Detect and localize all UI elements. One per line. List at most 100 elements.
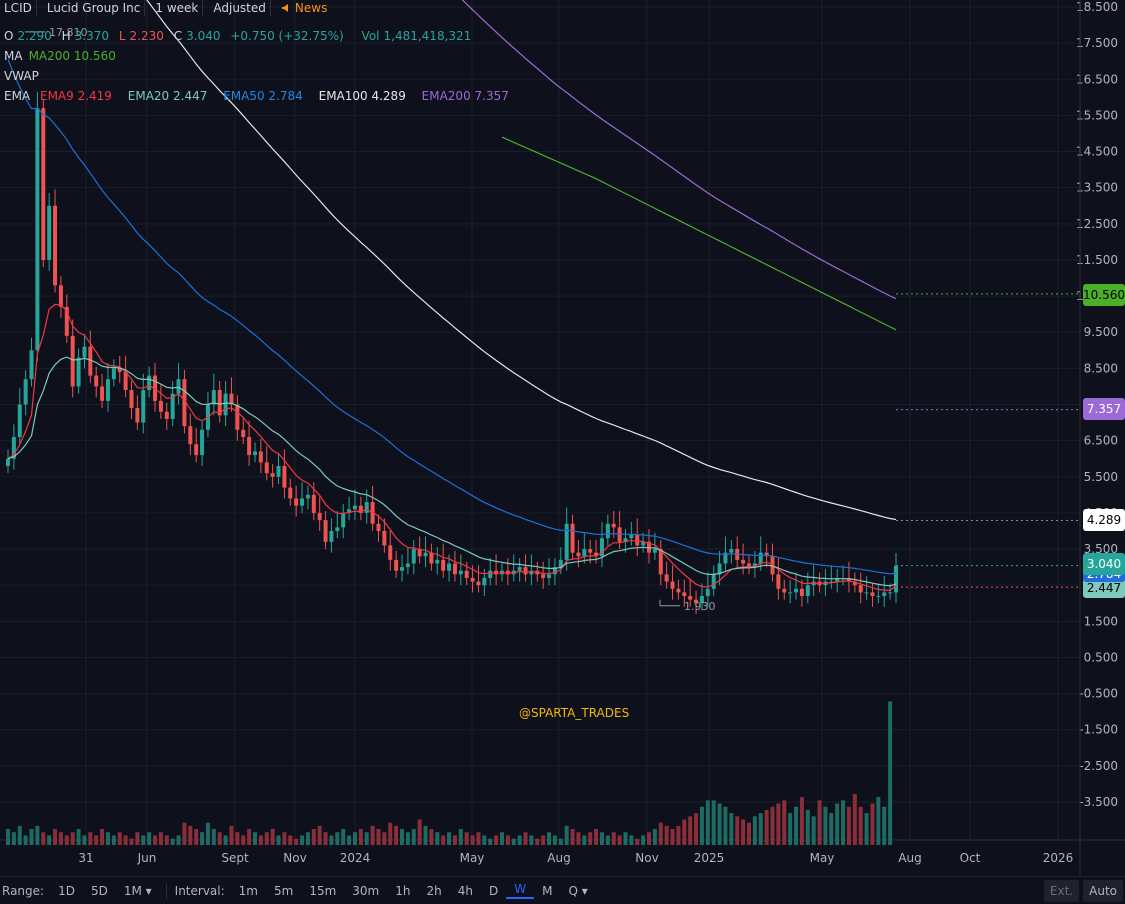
candle-body <box>623 538 628 542</box>
y-tick-label: 5.500 <box>1084 470 1118 484</box>
candle-body <box>241 429 246 438</box>
ext-toggle[interactable]: Ext. <box>1043 879 1080 902</box>
volume-bar <box>23 835 28 845</box>
interval-4h[interactable]: 4h <box>457 883 473 898</box>
adjust-label[interactable]: Adjusted <box>209 0 271 16</box>
volume-bar <box>435 832 440 845</box>
volume-bar <box>200 832 205 845</box>
ema9-value: EMA9 2.419 <box>39 89 112 103</box>
volume-bar <box>53 829 58 845</box>
candle-body <box>400 567 405 571</box>
candle-body <box>799 588 804 597</box>
y-tick-label: 6.500 <box>1084 434 1118 448</box>
volume-bar <box>576 832 581 845</box>
interval-2h[interactable]: 2h <box>426 883 442 898</box>
candle-body <box>300 498 305 506</box>
interval-q[interactable]: Q ▾ <box>568 883 588 898</box>
volume-bar <box>58 832 63 845</box>
volume-bar <box>811 816 816 845</box>
volume-bar <box>870 803 875 845</box>
candle-body <box>53 205 58 286</box>
volume-bar <box>564 825 569 845</box>
candle-body <box>788 592 793 594</box>
volume-bar <box>888 701 893 845</box>
volume-bar <box>846 806 851 845</box>
interval-label[interactable]: 1 week <box>151 0 204 16</box>
volume-bar <box>29 829 34 845</box>
candle-body <box>676 588 681 593</box>
vwap-label: VWAP <box>4 69 39 83</box>
candle-body <box>329 530 334 542</box>
volume-bar <box>182 822 187 845</box>
volume-bar <box>341 829 346 845</box>
volume-bar <box>276 835 281 845</box>
candle-body <box>305 494 310 499</box>
price-chart[interactable]: 18.500 17.500 16.500 15.500 14.500 13.500 12.5… <box>0 0 1125 876</box>
company-name: Lucid Group Inc <box>43 0 146 16</box>
volume-bar <box>241 835 246 845</box>
volume-bar <box>864 813 869 845</box>
candle-body <box>441 559 446 571</box>
x-tick-label: Aug <box>898 851 921 865</box>
volume-bar <box>511 838 516 845</box>
candle-body <box>417 549 422 557</box>
candle-body <box>88 346 93 376</box>
candle-body <box>111 368 116 380</box>
volume-bar <box>541 835 546 845</box>
interval-1m[interactable]: 1m <box>238 883 258 898</box>
volume-bar <box>370 825 375 845</box>
close-price-tag: 3.040 <box>1083 553 1125 575</box>
y-tick-label: -1.500 <box>1079 723 1118 737</box>
interval-m[interactable]: M <box>542 883 553 898</box>
range-1m[interactable]: 1M ▾ <box>123 883 152 898</box>
candle-body <box>694 599 699 604</box>
candle-body <box>629 534 634 539</box>
volume-bar <box>570 829 575 845</box>
volume-bar <box>88 832 93 845</box>
candle-body <box>70 335 75 387</box>
candle-body <box>452 563 457 575</box>
ema-label: EMA <box>4 89 31 103</box>
interval-15m[interactable]: 15m <box>309 883 337 898</box>
range-label: Range: <box>2 883 45 898</box>
candle-body <box>264 462 269 474</box>
candle-body <box>411 549 416 564</box>
candle-body <box>347 509 352 513</box>
candle-body <box>729 549 734 553</box>
candle-body <box>29 350 34 380</box>
candle-body <box>405 563 410 568</box>
change-value: +0.750 (+32.75%) <box>230 29 344 43</box>
high-value: 3.370 <box>74 29 110 43</box>
candle-body <box>888 592 893 594</box>
symbol[interactable]: LCID <box>4 0 37 16</box>
vwap-legend[interactable]: VWAP <box>4 68 45 84</box>
high-label: H <box>61 29 71 43</box>
candle-body <box>652 549 657 553</box>
ema9-line <box>7 303 897 592</box>
interval-5m[interactable]: 5m <box>273 883 294 898</box>
candle-body <box>164 411 169 419</box>
volume-bar <box>529 835 534 845</box>
interval-d[interactable]: D <box>489 883 499 898</box>
auto-toggle[interactable]: Auto <box>1083 879 1123 902</box>
interval-w[interactable]: W <box>506 882 535 899</box>
volume-bar <box>311 829 316 845</box>
low-label: L <box>118 29 126 43</box>
ema-legend[interactable]: EMA EMA9 2.419 EMA20 2.447 EMA50 2.784 E… <box>4 88 515 104</box>
volume-bar <box>400 829 405 845</box>
volume-bar <box>405 832 410 845</box>
news-button[interactable]: News <box>277 0 337 16</box>
volume-bar <box>741 819 746 845</box>
ma-legend[interactable]: MA MA200 10.560 <box>4 48 122 64</box>
range-5d[interactable]: 5D <box>90 883 108 898</box>
interval-1h[interactable]: 1h <box>395 883 411 898</box>
candle-body <box>852 581 857 586</box>
volume-bar <box>535 838 540 845</box>
candle-body <box>317 512 322 521</box>
volume-bar <box>664 825 669 845</box>
range-1d[interactable]: 1D <box>58 883 75 898</box>
volume-bar <box>270 829 275 845</box>
interval-30m[interactable]: 30m <box>352 883 380 898</box>
candle-body <box>517 567 522 571</box>
candle-body <box>382 530 387 546</box>
